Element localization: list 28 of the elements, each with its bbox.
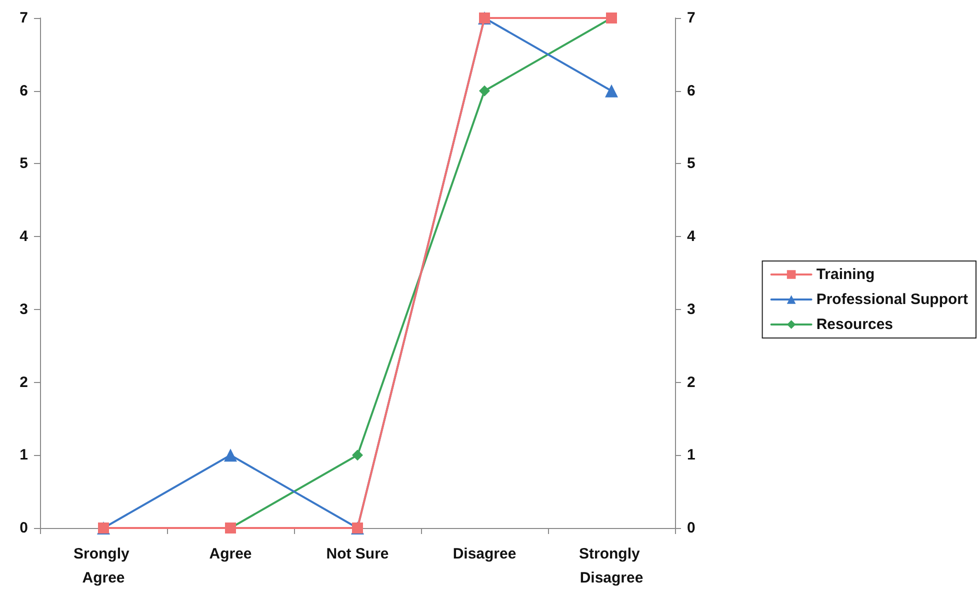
y-tick-label: 0 (20, 520, 28, 536)
y-tick-label: 2 (20, 374, 28, 391)
y-tick-label: 4 (20, 228, 29, 246)
point (224, 448, 237, 462)
y2-tick-label: 4 (687, 228, 696, 246)
y2-tick-label: 7 (687, 10, 696, 26)
x-tick-label: Disagree (452, 546, 516, 562)
x-tick-label: Strongly Disagree (578, 546, 644, 586)
legend-label: Training (816, 266, 875, 283)
point (479, 85, 490, 96)
y-tick-label: 6 (20, 82, 28, 100)
legend-label: Professional Support (816, 291, 968, 308)
y2-tick-label: 2 (687, 374, 696, 391)
x-tick-label: Not Sure (326, 546, 389, 562)
y-tick-label: 5 (20, 155, 28, 172)
y2-tick-label: 3 (687, 300, 696, 318)
y2-tick-label: 1 (687, 446, 696, 464)
y-tick-label: 3 (20, 300, 28, 318)
y-tick-label: 7 (20, 10, 28, 26)
x-tick-label: Agree (209, 546, 252, 562)
y2-tick-label: 5 (687, 155, 696, 172)
y2-tick-label: 0 (687, 520, 696, 536)
x-tick-label: Srongly Agree (73, 546, 134, 586)
point (605, 84, 618, 98)
y2-tick-label: 6 (687, 82, 696, 100)
y-tick-label: 1 (20, 446, 28, 464)
point (352, 450, 363, 461)
legend-label: Resources (816, 316, 894, 333)
